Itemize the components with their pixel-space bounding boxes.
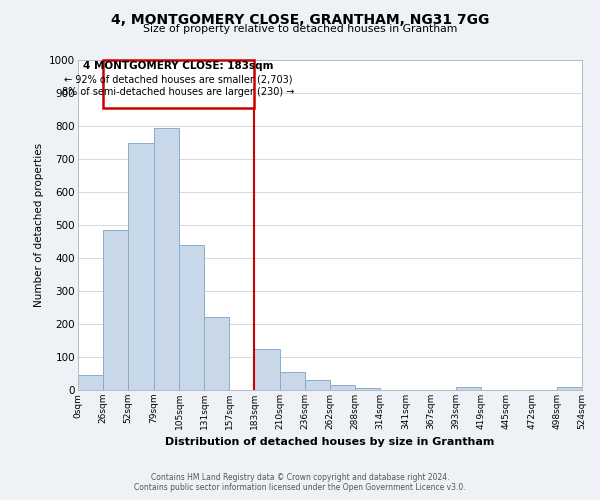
Bar [305,380,330,390]
X-axis label: Distribution of detached houses by size in Grantham: Distribution of detached houses by size … [166,438,494,448]
Bar [254,349,280,390]
FancyBboxPatch shape [103,60,254,108]
Text: Contains public sector information licensed under the Open Government Licence v3: Contains public sector information licen… [134,484,466,492]
Text: 4 MONTGOMERY CLOSE: 183sqm: 4 MONTGOMERY CLOSE: 183sqm [83,61,274,71]
Bar [103,230,128,390]
Bar [557,388,582,390]
Text: 8% of semi-detached houses are larger (230) →: 8% of semi-detached houses are larger (2… [62,88,295,98]
Bar [355,388,380,390]
Bar [179,245,204,390]
Text: 4, MONTGOMERY CLOSE, GRANTHAM, NG31 7GG: 4, MONTGOMERY CLOSE, GRANTHAM, NG31 7GG [111,12,489,26]
Bar [154,128,179,390]
Y-axis label: Number of detached properties: Number of detached properties [34,143,44,307]
Bar [204,318,229,390]
Text: Contains HM Land Registry data © Crown copyright and database right 2024.: Contains HM Land Registry data © Crown c… [151,474,449,482]
Text: Size of property relative to detached houses in Grantham: Size of property relative to detached ho… [143,24,457,34]
Bar [128,142,154,390]
Bar [456,388,481,390]
Bar [330,385,355,390]
Text: ← 92% of detached houses are smaller (2,703): ← 92% of detached houses are smaller (2,… [64,75,293,85]
Bar [78,375,103,390]
Bar [280,372,305,390]
